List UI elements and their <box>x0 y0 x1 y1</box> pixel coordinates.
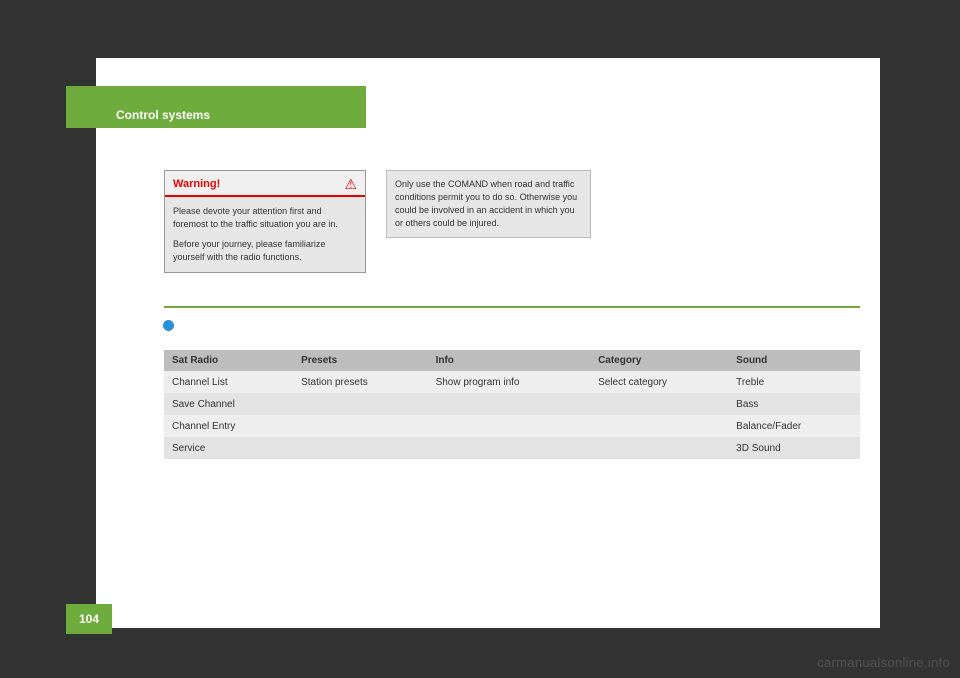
table-cell: Save Channel <box>164 393 293 415</box>
table-cell: Channel Entry <box>164 415 293 437</box>
column-header: Sound <box>728 350 860 371</box>
warning-title: Warning! <box>173 178 220 190</box>
table-cell <box>590 415 728 437</box>
header-bar: Control systems <box>66 86 366 128</box>
content-area: Warning! ⚠ Please devote your attention … <box>164 170 860 277</box>
info-text: Only use the COMAND when road and traffi… <box>395 179 577 228</box>
section-title: Control systems <box>116 108 210 122</box>
table-row: Save Channel Bass <box>164 393 860 415</box>
table-cell <box>428 393 591 415</box>
table-cell: Channel List <box>164 371 293 393</box>
column-header: Category <box>590 350 728 371</box>
column-header: Sat Radio <box>164 350 293 371</box>
info-callout: Only use the COMAND when road and traffi… <box>386 170 591 238</box>
warning-callout: Warning! ⚠ Please devote your attention … <box>164 170 366 273</box>
warning-body: Please devote your attention first and f… <box>165 197 365 272</box>
table-row: Channel List Station presets Show progra… <box>164 371 860 393</box>
table-cell: Select category <box>590 371 728 393</box>
table-cell: Treble <box>728 371 860 393</box>
table-cell <box>590 393 728 415</box>
table-cell: Service <box>164 437 293 459</box>
info-dot-icon <box>163 320 174 331</box>
manual-page: Control systems Warning! ⚠ Please devote… <box>96 58 880 628</box>
section-divider <box>164 306 860 308</box>
table-cell: 3D Sound <box>728 437 860 459</box>
table-cell: Bass <box>728 393 860 415</box>
table-cell: Show program info <box>428 371 591 393</box>
table-cell <box>590 437 728 459</box>
table-row: Channel Entry Balance/Fader <box>164 415 860 437</box>
table-row: Service 3D Sound <box>164 437 860 459</box>
warning-paragraph: Please devote your attention first and f… <box>173 205 357 231</box>
table-cell <box>428 415 591 437</box>
table-cell: Balance/Fader <box>728 415 860 437</box>
table-cell: Station presets <box>293 371 428 393</box>
warning-icon: ⚠ <box>344 177 357 191</box>
page-number: 104 <box>79 612 99 626</box>
table-cell <box>428 437 591 459</box>
table-header-row: Sat Radio Presets Info Category Sound <box>164 350 860 371</box>
table-cell <box>293 415 428 437</box>
page-number-tab: 104 <box>66 604 112 634</box>
table-cell <box>293 437 428 459</box>
submenu-overview-table: Sat Radio Presets Info Category Sound Ch… <box>164 350 860 459</box>
warning-paragraph: Before your journey, please familiarize … <box>173 238 357 264</box>
warning-header: Warning! ⚠ <box>165 171 365 197</box>
column-header: Info <box>428 350 591 371</box>
table-cell <box>293 393 428 415</box>
watermark: carmanualsonline.info <box>817 655 950 670</box>
column-header: Presets <box>293 350 428 371</box>
